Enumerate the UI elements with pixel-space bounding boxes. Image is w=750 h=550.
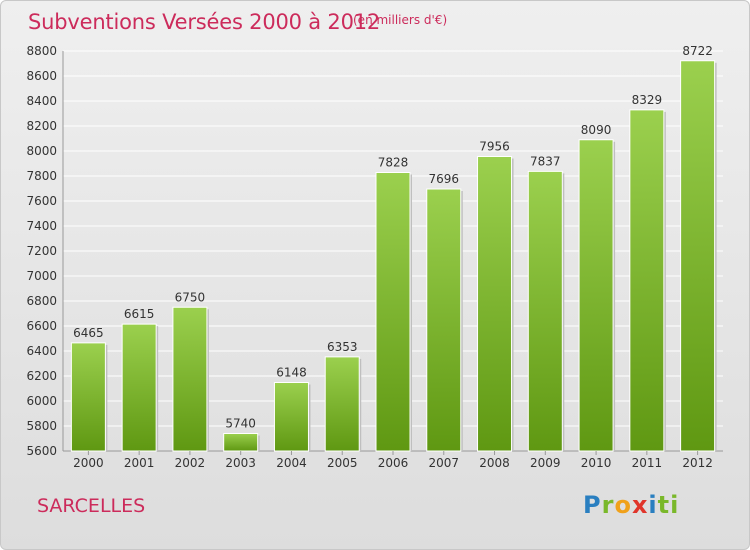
y-tick-label: 7400 — [26, 219, 57, 233]
y-tick-label: 6600 — [26, 319, 57, 333]
bar — [477, 156, 513, 452]
bar — [375, 172, 411, 452]
data-label: 8090 — [581, 123, 612, 137]
bar — [527, 170, 563, 452]
bar — [273, 382, 309, 452]
y-tick-label: 8000 — [26, 144, 57, 158]
x-tick-label: 2007 — [428, 456, 459, 470]
y-tick-label: 7800 — [26, 169, 57, 183]
y-tick-label: 5600 — [26, 444, 57, 458]
data-label: 5740 — [225, 417, 256, 431]
x-tick-label: 2002 — [175, 456, 206, 470]
bar — [426, 188, 462, 452]
y-tick-label: 8400 — [26, 94, 57, 108]
y-tick-label: 7200 — [26, 244, 57, 258]
y-tick-label: 6800 — [26, 294, 57, 308]
y-tick-label: 6200 — [26, 369, 57, 383]
bar — [680, 60, 716, 452]
x-tick-label: 2005 — [327, 456, 358, 470]
y-tick-label: 8600 — [26, 69, 57, 83]
chart-subtitle: (en milliers d'€) — [353, 13, 448, 27]
data-label: 6353 — [327, 340, 358, 354]
bar — [629, 109, 665, 452]
y-tick-label: 6000 — [26, 394, 57, 408]
bar — [172, 306, 208, 452]
y-tick-label: 5800 — [26, 419, 57, 433]
data-label: 7828 — [378, 156, 409, 170]
data-label: 6148 — [276, 366, 307, 380]
x-tick-label: 2004 — [276, 456, 307, 470]
data-label: 7837 — [530, 154, 561, 168]
x-tick-label: 2003 — [225, 456, 256, 470]
y-tick-label: 6400 — [26, 344, 57, 358]
x-tick-label: 2001 — [124, 456, 155, 470]
bar — [324, 356, 360, 452]
bar — [121, 323, 157, 452]
data-label: 6750 — [175, 290, 206, 304]
y-tick-label: 7000 — [26, 269, 57, 283]
data-label: 8329 — [632, 93, 663, 107]
y-tick-label: 8200 — [26, 119, 57, 133]
x-tick-label: 2010 — [581, 456, 612, 470]
data-label: 8722 — [682, 44, 713, 58]
bar — [70, 342, 106, 452]
proxiti-logo[interactable]: Proxiti — [583, 491, 680, 519]
y-tick-label: 7600 — [26, 194, 57, 208]
place-name: SARCELLES — [37, 495, 146, 517]
x-tick-label: 2000 — [73, 456, 104, 470]
x-tick-label: 2009 — [530, 456, 561, 470]
chart-title: Subventions Versées 2000 à 2012 — [28, 10, 381, 34]
x-tick-label: 2008 — [479, 456, 510, 470]
data-label: 6615 — [124, 307, 155, 321]
data-label: 6465 — [73, 326, 104, 340]
y-tick-label: 8800 — [26, 44, 57, 58]
x-tick-label: 2006 — [378, 456, 409, 470]
bar — [578, 139, 614, 452]
data-label: 7696 — [428, 172, 459, 186]
x-tick-label: 2012 — [682, 456, 713, 470]
bar — [223, 433, 259, 452]
data-label: 7956 — [479, 140, 510, 154]
x-tick-label: 2011 — [632, 456, 663, 470]
